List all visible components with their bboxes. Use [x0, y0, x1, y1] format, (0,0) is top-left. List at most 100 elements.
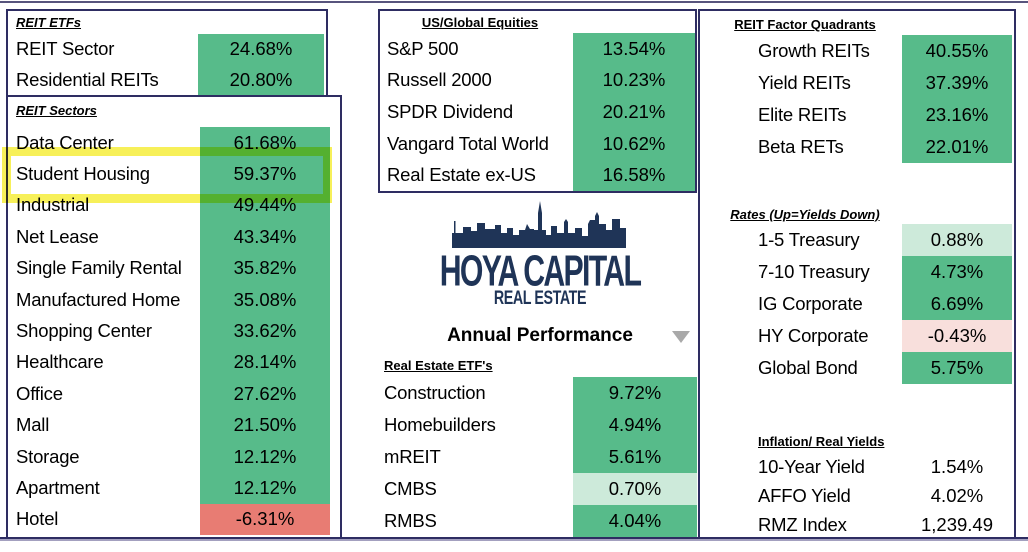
reit-etfs-header: REIT ETFs: [16, 15, 82, 30]
reit-factor-quadrants-rows: Growth REITs 40.55% Yield REITs 37.39% E…: [700, 35, 1014, 163]
table-row: Beta RETs 22.01%: [700, 131, 1014, 163]
row-label: Data Center: [16, 131, 114, 153]
row-value: 49.44%: [200, 189, 330, 222]
row-label: Real Estate ex-US: [387, 164, 536, 186]
us-global-equities-rows: S&P 500 13.54% Russell 2000 10.23% SPDR …: [380, 33, 695, 191]
row-label: 1-5 Treasury: [758, 229, 860, 250]
table-row: Yield REITs 37.39%: [700, 67, 1014, 99]
table-row: 7-10 Treasury 4.73%: [700, 256, 1014, 288]
rates-header: Rates (Up=Yields Down): [730, 207, 880, 222]
table-row: Homebuilders 4.94%: [384, 409, 697, 441]
table-row: IG Corporate 6.69%: [700, 288, 1014, 320]
row-label: SPDR Dividend: [387, 100, 513, 122]
rates-rows: 1-5 Treasury 0.88% 7-10 Treasury 4.73% I…: [700, 224, 1014, 384]
row-label: IG Corporate: [758, 293, 863, 314]
table-row: Net Lease 43.34%: [8, 221, 340, 253]
table-row: Healthcare 28.14%: [8, 346, 340, 379]
row-label: mREIT: [384, 446, 441, 467]
row-label: Net Lease: [16, 225, 99, 247]
row-label: Mall: [16, 414, 50, 436]
row-value: 0.88%: [902, 224, 1012, 256]
row-value: 13.54%: [573, 33, 695, 65]
row-label: Office: [16, 382, 63, 404]
row-label: Manufactured Home: [16, 288, 181, 310]
table-row: SPDR Dividend 20.21%: [380, 96, 695, 128]
row-value: 40.55%: [902, 35, 1012, 67]
view-selector-label[interactable]: Annual Performance: [447, 325, 633, 346]
row-value: 4.94%: [573, 409, 697, 441]
row-label: Residential REITs: [16, 68, 159, 90]
table-row: Apartment 12.12%: [8, 472, 340, 504]
table-row: CMBS 0.70%: [384, 473, 697, 505]
row-label: HY Corporate: [758, 325, 869, 346]
table-row: S&P 500 13.54%: [380, 33, 695, 65]
row-value: -6.31%: [200, 503, 330, 536]
inflation-real-yields-header: Inflation/ Real Yields: [758, 434, 885, 449]
table-row: Construction 9.72%: [384, 377, 697, 409]
real-estate-etfs-rows: Construction 9.72% Homebuilders 4.94% mR…: [384, 377, 697, 537]
row-label: Beta RETs: [758, 136, 844, 157]
row-label: Homebuilders: [384, 414, 496, 435]
table-row: Global Bond 5.75%: [700, 352, 1014, 384]
top-divider: [0, 1, 1028, 3]
row-label: Shopping Center: [16, 320, 152, 342]
row-label: Elite REITs: [758, 104, 847, 125]
row-value: 24.68%: [198, 34, 324, 65]
city-skyline-icon: [452, 201, 626, 248]
panel-us-global-equities: US/Global Equities S&P 500 13.54% Russel…: [378, 9, 697, 193]
table-row: Growth REITs 40.55%: [700, 35, 1014, 67]
row-value: 16.58%: [573, 159, 695, 191]
panel-right: REIT Factor Quadrants Growth REITs 40.55…: [698, 9, 1016, 537]
row-value: 23.16%: [902, 99, 1012, 131]
row-label: Construction: [384, 382, 486, 403]
row-label: Student Housing: [16, 163, 150, 185]
row-label: Vangard Total World: [387, 132, 549, 154]
row-value: 20.80%: [198, 64, 324, 95]
row-label: 10-Year Yield: [758, 455, 865, 477]
row-value: 1,239.49: [920, 513, 993, 535]
bottom-divider: [0, 537, 1028, 539]
bottom-divider-shadow: [0, 539, 1028, 541]
row-value: 12.12%: [200, 472, 330, 504]
chevron-down-icon[interactable]: [672, 331, 690, 343]
row-value: 5.61%: [573, 441, 697, 473]
row-label: AFFO Yield: [758, 484, 851, 506]
table-row: Office 27.62%: [8, 378, 340, 410]
table-row: Mall 21.50%: [8, 409, 340, 441]
row-value: 61.68%: [200, 127, 330, 159]
brand-name: HOYA CAPITAL: [439, 245, 642, 296]
reit-etfs-rows: REIT Sector 24.68% Residential REITs 20.…: [8, 34, 326, 95]
row-label: RMBS: [384, 510, 437, 531]
row-value: 10.62%: [573, 127, 695, 160]
row-value: 37.39%: [902, 67, 1012, 99]
table-row: Student Housing 59.37%: [8, 158, 340, 190]
row-label: Hotel: [16, 508, 59, 530]
table-row: Data Center 61.68%: [8, 127, 340, 159]
table-row: HY Corporate -0.43%: [700, 320, 1014, 352]
hoya-capital-logo: HOYA CAPITAL REAL ESTATE: [398, 200, 682, 308]
table-row: Industrial 49.44%: [8, 189, 340, 222]
row-value: 59.37%: [200, 158, 330, 190]
row-value: 4.02%: [930, 484, 984, 506]
row-value: 4.73%: [902, 256, 1012, 288]
table-row: Hotel -6.31%: [8, 503, 340, 536]
row-label: Growth REITs: [758, 40, 870, 61]
row-value: 5.75%: [902, 352, 1012, 384]
table-row: Shopping Center 33.62%: [8, 315, 340, 347]
row-value: 12.12%: [200, 440, 330, 473]
row-label: Russell 2000: [387, 69, 492, 91]
row-value: 33.62%: [200, 315, 330, 347]
table-row: mREIT 5.61%: [384, 441, 697, 473]
table-row: Single Family Rental 35.82%: [8, 252, 340, 284]
table-row: Storage 12.12%: [8, 440, 340, 473]
row-value: 0.70%: [573, 473, 697, 505]
row-label: RMZ Index: [758, 513, 847, 535]
row-value: 35.08%: [200, 283, 330, 316]
row-label: Storage: [16, 445, 80, 467]
table-row: Elite REITs 23.16%: [700, 99, 1014, 131]
row-value: 28.14%: [200, 346, 330, 379]
us-global-equities-header: US/Global Equities: [421, 15, 539, 30]
panel-reit-etfs: REIT ETFs REIT Sector 24.68% Residential…: [6, 9, 328, 97]
table-row: 10-Year Yield 1.54%: [700, 452, 1014, 481]
